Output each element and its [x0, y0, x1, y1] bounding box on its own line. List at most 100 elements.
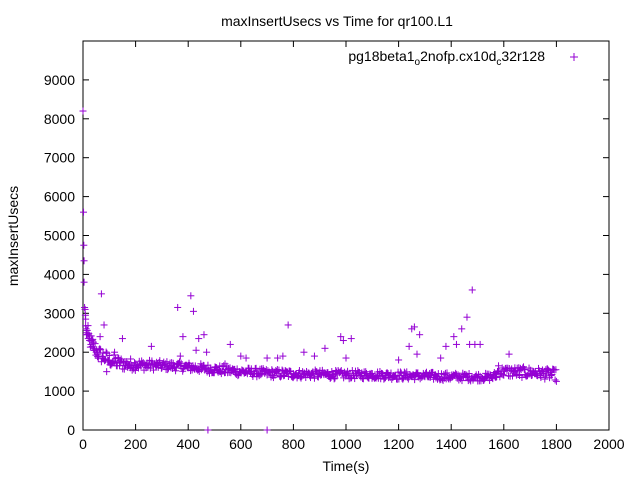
y-tick-label: 9000 — [44, 72, 75, 88]
data-point — [531, 368, 539, 376]
legend-label: pg18beta1o2nofp.cx10dc32r128 — [348, 48, 545, 68]
data-point — [147, 361, 155, 369]
data-point — [96, 333, 104, 341]
data-point — [411, 376, 419, 384]
data-point — [474, 373, 481, 381]
y-tick-label: 0 — [67, 422, 75, 438]
data-point — [358, 370, 366, 378]
data-point — [328, 368, 336, 376]
data-point — [263, 426, 271, 434]
data-point — [226, 340, 234, 348]
data-point — [86, 337, 94, 345]
data-point — [548, 371, 556, 379]
data-point — [514, 370, 522, 378]
data-point — [362, 368, 370, 376]
data-point — [100, 355, 108, 363]
data-point — [137, 362, 145, 370]
data-point — [279, 352, 287, 360]
data-point — [487, 372, 495, 380]
data-point — [326, 372, 334, 380]
data-point — [176, 358, 184, 366]
y-tick-label: 1000 — [44, 383, 75, 399]
data-point — [100, 321, 108, 329]
data-point — [441, 374, 449, 382]
data-point — [500, 366, 508, 374]
data-point — [83, 331, 91, 339]
data-point — [331, 374, 339, 382]
data-point — [380, 375, 388, 383]
data-point — [189, 307, 197, 315]
data-point — [153, 362, 161, 370]
legend-marker — [570, 53, 578, 61]
data-point — [363, 372, 371, 380]
x-tick-label: 400 — [177, 436, 201, 452]
data-point — [289, 370, 297, 378]
data-point — [96, 345, 104, 353]
data-point — [552, 377, 560, 385]
data-point — [184, 364, 192, 372]
data-point — [177, 359, 185, 367]
data-point — [131, 359, 139, 367]
data-point — [263, 354, 271, 362]
x-axis-ticks: 0 200 400 600 800 1000 1200 1400 1600 1800 2000 — [79, 41, 625, 452]
data-point — [443, 369, 451, 377]
data-point — [295, 367, 303, 375]
data-point — [158, 364, 166, 372]
data-point — [95, 352, 103, 360]
data-point — [410, 323, 418, 331]
x-tick-label: 1200 — [383, 436, 414, 452]
data-point — [192, 346, 200, 354]
data-point — [426, 373, 434, 381]
data-point — [295, 372, 303, 380]
data-point — [405, 342, 413, 350]
data-point — [416, 331, 424, 339]
data-point — [156, 357, 164, 365]
data-point — [111, 348, 119, 356]
data-point — [552, 366, 560, 374]
data-point — [379, 372, 387, 380]
data-point — [80, 278, 88, 286]
data-point — [257, 371, 265, 379]
data-point — [310, 352, 318, 360]
data-point — [321, 344, 329, 352]
data-point — [395, 356, 403, 364]
x-tick-label: 2000 — [593, 436, 624, 452]
y-tick-label: 8000 — [44, 111, 75, 127]
data-point — [113, 362, 121, 370]
data-point — [353, 372, 361, 380]
data-point — [242, 369, 250, 377]
data-point — [300, 348, 308, 356]
data-point — [114, 354, 122, 362]
data-point — [195, 335, 203, 343]
data-point — [232, 368, 240, 376]
data-point — [284, 321, 292, 329]
data-point — [168, 364, 176, 372]
x-tick-label: 200 — [124, 436, 148, 452]
x-tick-label: 1800 — [541, 436, 572, 452]
data-point — [277, 373, 285, 381]
data-point — [400, 372, 408, 380]
data-point — [120, 365, 128, 373]
data-point — [342, 354, 350, 362]
data-point — [191, 362, 199, 370]
data-point — [187, 292, 195, 300]
data-point — [331, 370, 339, 378]
data-point — [551, 376, 559, 384]
data-point — [425, 373, 433, 381]
data-point — [452, 340, 460, 348]
data-point — [102, 348, 110, 356]
data-point — [458, 325, 466, 333]
data-point — [142, 364, 150, 372]
data-point — [174, 303, 182, 311]
data-point — [450, 333, 458, 341]
data-point — [537, 372, 545, 380]
legend: pg18beta1o2nofp.cx10dc32r128 — [348, 48, 578, 68]
data-point — [172, 367, 180, 375]
data-point — [204, 426, 212, 434]
data-point — [413, 350, 421, 358]
data-point — [216, 368, 224, 376]
data-point — [541, 375, 549, 383]
data-point — [510, 368, 518, 376]
y-axis-label: maxInsertUsecs — [5, 186, 21, 286]
